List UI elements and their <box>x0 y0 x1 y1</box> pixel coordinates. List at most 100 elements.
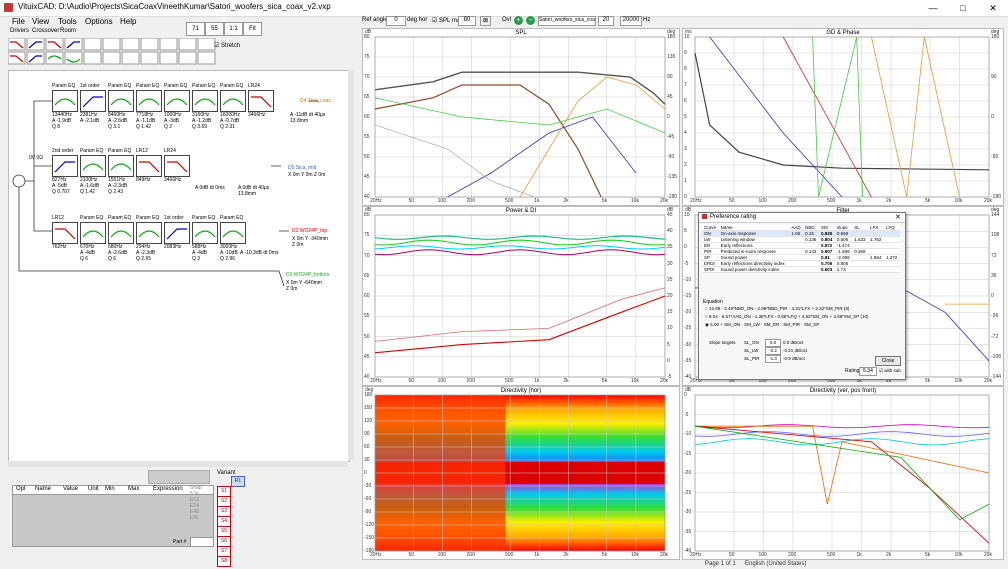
xo-row1-block-5[interactable] <box>192 90 218 112</box>
variant-r1[interactable]: R1 <box>231 476 245 487</box>
plot-gd-yrtick-1: 90 <box>991 74 997 80</box>
xo-row2-block-0[interactable] <box>52 155 78 177</box>
xo-row1-block-1[interactable] <box>80 90 106 112</box>
dialog-close-icon[interactable]: ✕ <box>895 214 901 221</box>
spl-max-input[interactable]: 80 <box>458 16 476 26</box>
xo-row1-block-4[interactable] <box>164 90 190 112</box>
xo-row3-block-4[interactable] <box>164 222 190 244</box>
preference-rating-dialog[interactable]: Preference rating ✕ Curve Name AAD NBD SM slo… <box>698 212 906 380</box>
xo-row1-block-2[interactable] <box>108 90 134 112</box>
plot-gd[interactable]: GD & Phase 10 9 8 7 6 5 4 3 2 1 0 180 90 0 -90 -180 20Hz 5… <box>682 28 1004 206</box>
pref-cell: ERDI <box>702 260 719 267</box>
snap-e24[interactable]: E24 <box>190 503 199 509</box>
ovl-add-icon[interactable]: + <box>514 16 523 25</box>
xo-row1-block-7[interactable] <box>248 90 274 112</box>
plot-spl[interactable]: SPL 80 75 70 65 60 55 50 45 40 180 135 90 45 0 -45 -90 -1… <box>362 28 680 206</box>
ovl-f1-input[interactable]: 20 <box>598 16 614 26</box>
plot-pdi[interactable]: Power & DI 80 75 70 65 60 55 50 45 40 45 40 35 30 25 20… <box>362 206 680 386</box>
xo-row3-block-1[interactable] <box>80 222 106 244</box>
pref-cell: 1.533 <box>852 236 869 243</box>
ovl-remove-icon[interactable]: − <box>526 16 535 25</box>
pref-cell: 0.805 <box>834 260 853 267</box>
snap-e96[interactable]: E96 <box>190 515 199 521</box>
canvas-scrollbar[interactable] <box>348 70 354 460</box>
xo-row2-block-3[interactable] <box>136 155 162 177</box>
pref-col-3: NBD <box>803 225 820 231</box>
snap-e48[interactable]: E48 <box>190 509 199 515</box>
plot-dirv[interactable]: Directivity (ver, pos front) 0 -5 -10 -15 -20… <box>682 386 1004 560</box>
spl-max-label[interactable]: ☑ SPL max <box>432 18 464 24</box>
table-row[interactable]: SP Sound power 0.81 -2.399 1.564 1.272 <box>702 254 900 261</box>
menu-tools[interactable]: Tools <box>58 17 77 26</box>
stretch-checkbox[interactable]: ☑ Stretch <box>214 43 241 49</box>
xo-row3-block-3[interactable] <box>136 222 162 244</box>
plot-dirh[interactable]: Directivity (hor) 180 150 120 90 60 30 0 -30 -60 -… <box>362 386 680 560</box>
tab-drivers[interactable]: Drivers <box>10 28 29 34</box>
pref-cell: SPDI <box>702 266 719 273</box>
xo-row1-type-2: Param EQ <box>108 83 132 89</box>
xo-row3-block-0[interactable] <box>52 222 78 244</box>
table-row[interactable]: ERDI Early reflections directivity index 0… <box>702 260 900 267</box>
xo-row1-type-6: Param EQ <box>220 83 244 89</box>
close-button[interactable]: ✕ <box>989 3 997 13</box>
equation-1[interactable]: ○ 12.69 - 2.49*NBD_ON - 2.99*NBD_PIR - 4… <box>705 306 850 311</box>
table-row[interactable]: ON On-axis response 1.06 0.16 0.835 0.669 <box>702 230 900 237</box>
zoom-1to1-button[interactable]: 1:1 <box>224 22 243 36</box>
menu-options[interactable]: Options <box>85 17 113 26</box>
xo-row1-a-3: A -1.1dB <box>136 118 156 124</box>
menu-file[interactable]: File <box>12 17 25 26</box>
zoom-55-button[interactable]: 55 <box>205 22 224 36</box>
plot-gd-ytick-5: 5 <box>684 114 687 120</box>
snap-e12[interactable]: E12 <box>190 497 199 503</box>
xo-row3-block-5[interactable] <box>192 222 218 244</box>
maximize-button[interactable]: □ <box>960 3 966 13</box>
canvas-hscrollbar[interactable] <box>8 461 348 467</box>
pref-col-1: Name <box>718 225 790 231</box>
pref-cell <box>803 242 820 249</box>
xo-row3-block-2[interactable] <box>108 222 134 244</box>
xo-row3-type-1: Param EQ <box>80 215 104 221</box>
ovl-driver-select[interactable]: Satori_woofers_sica_coa <box>538 16 596 26</box>
tab-room[interactable]: Room <box>60 28 77 34</box>
equation-3[interactable]: ◉ 5.00 + SM_ON · SM_LW · SM_ER · SM_PIR … <box>705 322 820 327</box>
driver-d5-label: D5 Sica_mid <box>288 165 317 171</box>
xo-row2-block-2[interactable] <box>108 155 134 177</box>
variant-s8[interactable]: S8 <box>217 556 231 567</box>
menu-view[interactable]: View <box>32 17 50 26</box>
slope-sl_lw-input[interactable]: -0.2 <box>765 347 781 355</box>
menu-help[interactable]: Help <box>120 17 137 26</box>
equation-2[interactable]: ○ 8.04 - 6.57*AAD_ON - 1.38*LFX - 0.86*L… <box>705 314 869 319</box>
table-row[interactable]: SPDI Sound power directivity index 0.603 1.… <box>702 266 900 273</box>
slope-sl_on-input[interactable]: 0.0 <box>765 339 781 347</box>
zoom-71-button[interactable]: 71 <box>186 22 205 36</box>
slope-sl_pir-input[interactable]: -1.3 <box>765 355 781 363</box>
part-input[interactable] <box>190 537 214 547</box>
plot-spl-ylabel: dB <box>365 29 372 35</box>
dialog-close-button[interactable]: Close <box>875 356 901 366</box>
table-row[interactable]: ER Early reflections 0.872 -1.474 <box>702 242 900 249</box>
xo-row2-block-1[interactable] <box>80 155 106 177</box>
xo-row1-block-3[interactable] <box>136 90 162 112</box>
xo-row1-block-0[interactable] <box>52 90 78 112</box>
optimizer-toolbar[interactable] <box>148 470 210 484</box>
xo-row1-f-2: 8460Hz <box>108 112 126 118</box>
zoom-fit-button[interactable]: Fit <box>243 22 262 36</box>
with-sub-checkbox[interactable]: ☑ with sub <box>879 368 901 373</box>
ovl-f2-input[interactable]: 20000 <box>620 16 642 26</box>
xo-row3-block-6[interactable] <box>220 222 246 244</box>
ref-angle-input[interactable]: 0 <box>386 16 406 26</box>
table-row[interactable]: LW Listening window 0.136 0.804 0.506 1.533 1.… <box>702 236 900 243</box>
spl-max-toggle[interactable]: ⊠ <box>480 16 491 26</box>
snap-5pct[interactable]: 5 % <box>190 491 199 497</box>
table-row[interactable]: PIR Predicted in-room response 0.143 0.907-… <box>702 248 900 255</box>
xo-row2-block-4[interactable] <box>164 155 190 177</box>
minimize-button[interactable]: — <box>928 3 938 13</box>
pref-cell: Sound power directivity index <box>718 266 790 273</box>
xo-row1-type-7: LR24 <box>248 83 260 89</box>
tab-crossover[interactable]: Crossover <box>32 28 60 34</box>
optimizer-table[interactable]: Opt Name Value Unit Min Max Expression <box>12 485 214 547</box>
pref-cell: 1.272 <box>884 254 900 261</box>
pref-cell: SP <box>702 254 719 261</box>
plot-gd-xtick-3: 200 <box>788 198 797 204</box>
xo-row1-block-6[interactable] <box>220 90 246 112</box>
